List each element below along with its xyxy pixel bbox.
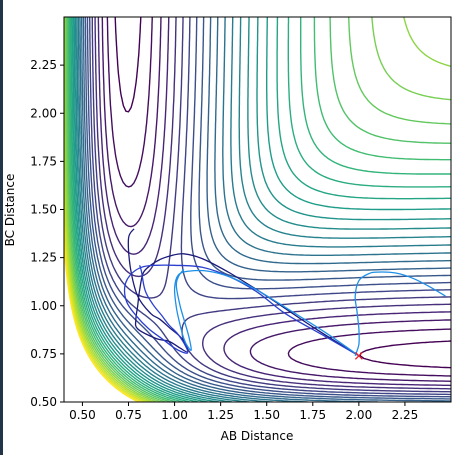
contour-level-line bbox=[94, 17, 451, 390]
y-tick-label: 0.50 bbox=[30, 395, 57, 409]
contour-level-line bbox=[71, 17, 451, 402]
contour-level-line bbox=[79, 17, 451, 402]
x-tick-label: 1.75 bbox=[299, 408, 326, 422]
contour-lines bbox=[64, 17, 451, 402]
y-tick-label: 1.50 bbox=[30, 203, 57, 217]
y-tick-label: 1.25 bbox=[30, 251, 57, 265]
x-tick-label: 2.25 bbox=[392, 408, 419, 422]
contour-level-line bbox=[68, 17, 451, 402]
contour-level-line bbox=[64, 241, 140, 402]
x-axis-label: AB Distance bbox=[221, 429, 294, 443]
trajectory-line bbox=[173, 268, 360, 357]
contour-level-line bbox=[81, 17, 451, 402]
y-axis-label: BC Distance bbox=[3, 174, 17, 247]
contour-level-line bbox=[97, 17, 451, 387]
contour-level-line bbox=[64, 224, 143, 402]
x-tick-label: 1.50 bbox=[253, 408, 280, 422]
y-tick-label: 1.00 bbox=[30, 299, 57, 313]
start-point-marker bbox=[354, 351, 363, 360]
trajectory-line bbox=[354, 271, 446, 357]
contour-level-line bbox=[77, 17, 451, 402]
contour-level-line bbox=[91, 17, 451, 393]
x-tick-label: 0.50 bbox=[69, 408, 96, 422]
contour-level-line bbox=[86, 17, 451, 398]
contour-level-line bbox=[64, 17, 451, 402]
contour-level-line bbox=[69, 17, 451, 402]
y-tick-label: 2.00 bbox=[30, 106, 57, 120]
contour-level-line bbox=[101, 17, 451, 382]
contour-level-line bbox=[64, 17, 451, 402]
contour-level-line bbox=[89, 17, 451, 396]
contour-level-line bbox=[84, 17, 451, 400]
y-tick-label: 0.75 bbox=[30, 347, 57, 361]
contour-level-line bbox=[64, 112, 154, 402]
x-tick-label: 2.00 bbox=[345, 408, 372, 422]
contour-level-line bbox=[74, 17, 451, 402]
y-axis: 0.50 0.75 1.00 1.25 1.50 1.75 2.00 2.25 bbox=[30, 58, 64, 409]
x-tick-label: 1.25 bbox=[207, 408, 234, 422]
contour-level-line bbox=[73, 17, 451, 402]
contour-level-line bbox=[66, 17, 451, 402]
x-tick-label: 1.00 bbox=[161, 408, 188, 422]
contour-level-line bbox=[67, 17, 451, 402]
y-tick-label: 2.25 bbox=[30, 58, 57, 72]
trajectory-line bbox=[127, 228, 360, 357]
contour-level-line bbox=[64, 202, 146, 402]
left-window-edge bbox=[0, 0, 3, 455]
contour-level-line bbox=[65, 17, 451, 402]
markers bbox=[354, 351, 363, 360]
contour-level-line bbox=[72, 17, 451, 402]
contour-level-line bbox=[64, 170, 150, 402]
contour-level-line bbox=[114, 17, 451, 369]
y-tick-label: 1.75 bbox=[30, 154, 57, 168]
contour-level-line bbox=[106, 17, 451, 377]
trajectories bbox=[123, 228, 446, 357]
contour-level-line bbox=[82, 17, 451, 402]
x-tick-label: 0.75 bbox=[115, 408, 142, 422]
contour-level-line bbox=[76, 17, 451, 402]
x-axis: 0.50 0.75 1.00 1.25 1.50 1.75 2.00 2.25 bbox=[69, 402, 418, 422]
